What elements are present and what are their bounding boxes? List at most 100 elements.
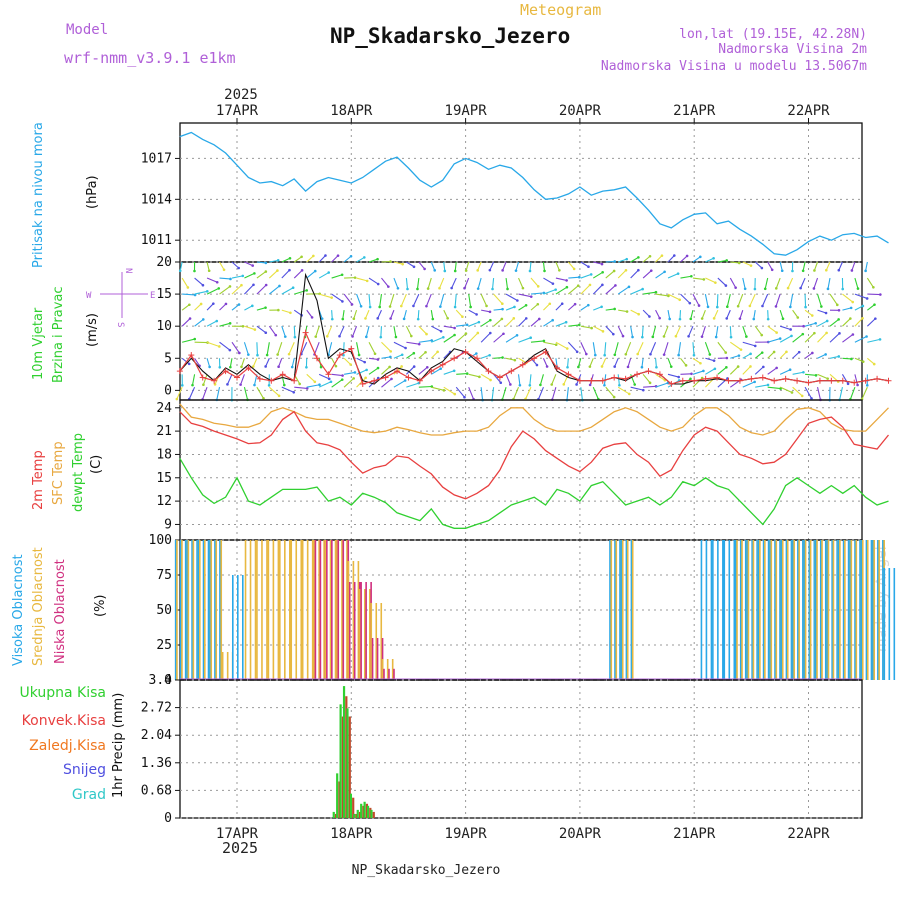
wind-arrowhead: [688, 301, 692, 305]
wind-arrowhead: [745, 335, 748, 338]
wind-arrowhead: [560, 302, 564, 306]
wind-arrow: [764, 277, 769, 289]
wind-arrow: [804, 322, 816, 327]
cloud-high-bar: [872, 540, 874, 680]
cloud-mid-bar: [736, 540, 738, 680]
wind-arrowhead: [251, 365, 255, 368]
wind-arrow: [454, 294, 457, 308]
wind-arrowhead: [500, 317, 504, 321]
wind-arrow: [231, 261, 240, 269]
wind-arrow: [418, 325, 427, 335]
wind-arrowhead: [387, 285, 390, 288]
wind-arrow: [753, 310, 756, 320]
panel-frame: [179, 122, 863, 263]
precip-total-bar: [370, 809, 373, 818]
wind-arrow: [219, 285, 231, 295]
wind-arrowhead: [488, 310, 492, 314]
cloud-mid-bar: [610, 540, 613, 680]
wind-arrow: [194, 357, 201, 367]
wind-arrow: [443, 386, 456, 395]
wind-arrowhead: [601, 271, 604, 274]
year-bottom: 2025: [222, 839, 258, 857]
wind-arrow: [829, 293, 838, 306]
day-label-top: 18APR: [330, 103, 373, 119]
wind-arrow: [742, 326, 747, 337]
y-tick-label: 3.4: [149, 673, 173, 688]
wind-arrow: [430, 261, 436, 271]
wind-arrowhead: [341, 374, 344, 377]
wind-arrow: [518, 293, 532, 298]
wind-arrowhead: [685, 254, 689, 258]
wind-arrow: [854, 374, 859, 386]
wind-arrowhead: [193, 269, 196, 273]
wind-arrowhead: [837, 318, 840, 321]
wind-arrow: [468, 321, 480, 327]
wind-arrow: [206, 261, 210, 271]
wind-arrowhead: [536, 302, 540, 306]
wind-arrowhead: [749, 365, 752, 368]
wind-arrow: [804, 352, 813, 359]
cloud-mid-bar: [359, 589, 361, 680]
wind-arrowhead: [668, 317, 671, 321]
wind-arrowhead: [368, 305, 372, 309]
cloud-mid-bar: [798, 540, 800, 680]
cloud-mid-bar: [631, 540, 634, 680]
wind-arrow: [244, 325, 256, 331]
cloud-high-bar: [630, 540, 633, 680]
wind-arrow: [543, 289, 556, 295]
wind-arrow: [705, 257, 714, 263]
cloud-mid-bar: [370, 603, 373, 680]
wind-arrowhead: [786, 286, 790, 290]
cloud-high-bar: [734, 540, 737, 680]
cloud-mid-bar: [391, 659, 394, 680]
cloud-high-bar: [700, 540, 703, 680]
wind-arrow: [306, 384, 320, 388]
wind-arrowhead: [736, 365, 740, 368]
wind-arrowhead: [575, 383, 578, 386]
cloud-mid-bar: [279, 540, 281, 680]
wind-arrowhead: [810, 314, 814, 317]
wind-arrowhead: [417, 342, 421, 346]
wind-arrow: [692, 357, 701, 364]
wind-arrowhead: [797, 350, 801, 354]
cloud-low-bar: [383, 668, 385, 680]
wind-arrowhead: [318, 383, 321, 387]
wind-arrow: [331, 358, 337, 367]
wind-arrow: [817, 373, 828, 380]
wind-arrow: [427, 277, 432, 289]
wind-arrowhead: [535, 363, 539, 367]
wind-arrow: [730, 341, 742, 351]
wind-arrow: [667, 373, 679, 378]
wind-arrowhead: [849, 306, 853, 310]
wind-arrow: [749, 293, 756, 307]
wind-arrowhead: [342, 353, 345, 357]
wind-arrow: [480, 293, 488, 307]
cloud-mid-bar: [752, 540, 755, 680]
wind-arrowhead: [814, 321, 817, 325]
wind-arrow: [866, 277, 874, 288]
wind-arrow: [539, 374, 544, 386]
wind-arrow: [288, 342, 295, 355]
day-label-bottom: 21APR: [673, 826, 716, 842]
wind-arrowhead: [388, 365, 391, 369]
wind-arrowhead: [288, 268, 291, 272]
cloud-high-label: Visoka Oblacnost: [11, 554, 26, 666]
wind-arrow: [617, 386, 630, 395]
wind-arrowhead: [518, 383, 522, 387]
wind-arrow: [567, 341, 578, 353]
wind-arrowhead: [277, 394, 281, 398]
wind-arrow: [219, 277, 231, 280]
wind-arrow: [281, 386, 294, 393]
wind-arrowhead: [340, 273, 344, 277]
cloud-mid-bar: [181, 540, 183, 680]
wind-arrow: [380, 326, 383, 338]
wind-arrowhead: [766, 317, 770, 321]
wind-arrowhead: [357, 353, 361, 357]
wind-arrowhead: [684, 364, 688, 367]
cloud-mid-bar: [254, 540, 257, 680]
wind-arrow: [630, 326, 634, 338]
cloud-high-bar: [779, 540, 781, 680]
wind-arrowhead: [436, 350, 439, 354]
wind-arrow: [368, 294, 371, 308]
wind-arrowhead: [551, 318, 554, 322]
